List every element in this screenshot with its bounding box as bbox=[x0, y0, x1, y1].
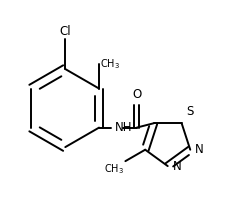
Text: N: N bbox=[173, 160, 181, 173]
Text: O: O bbox=[132, 88, 141, 101]
Text: Cl: Cl bbox=[60, 25, 71, 38]
Text: CH$_3$: CH$_3$ bbox=[100, 57, 121, 71]
Text: CH$_3$: CH$_3$ bbox=[104, 162, 124, 176]
Text: NH: NH bbox=[115, 121, 133, 134]
Text: N: N bbox=[195, 143, 204, 156]
Text: S: S bbox=[187, 105, 194, 118]
